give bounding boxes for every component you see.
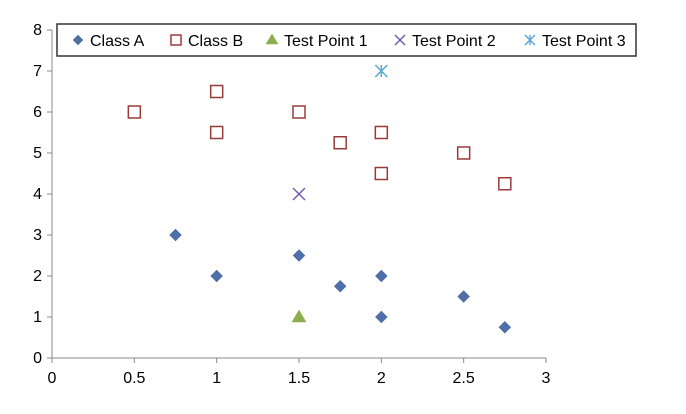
data-point-class-a	[210, 269, 224, 283]
points-layer	[127, 64, 512, 334]
x-marker-stroke	[394, 34, 406, 46]
diamond-marker	[292, 249, 306, 262]
legend-marker	[170, 34, 182, 46]
square-marker	[170, 34, 182, 46]
legend-marker	[524, 34, 536, 46]
data-point-class-b	[374, 166, 389, 181]
data-point-test-point-3	[374, 64, 388, 78]
square-marker	[374, 125, 389, 140]
x-tick-label: 1	[212, 370, 221, 387]
y-tick-label: 0	[33, 350, 42, 367]
square-marker	[498, 177, 512, 191]
data-point-class-b	[333, 136, 347, 150]
x-tick-label: 0	[48, 370, 57, 387]
diamond-marker	[498, 320, 512, 334]
data-point-class-b	[292, 105, 306, 119]
y-tick-label: 4	[33, 186, 42, 203]
x-tick-label: 2.5	[453, 370, 475, 387]
square-marker	[127, 105, 142, 119]
legend-label: Test Point 2	[412, 33, 496, 50]
y-tick-label: 7	[33, 63, 42, 80]
y-tick-label: 2	[33, 268, 42, 285]
legend-marker	[265, 33, 279, 45]
legend-label: Test Point 3	[542, 33, 626, 50]
legend-marker	[72, 34, 84, 46]
diamond-marker	[374, 269, 388, 283]
diamond-marker	[457, 290, 471, 303]
data-point-class-a	[498, 320, 512, 334]
data-point-class-a	[169, 228, 182, 242]
x-tick-label: 0.5	[123, 370, 145, 387]
diamond-marker	[374, 310, 388, 324]
data-point-class-b	[209, 125, 224, 140]
x-tick-label: 3	[542, 370, 551, 387]
square-marker	[456, 146, 471, 160]
legend-marker	[394, 34, 406, 46]
diamond-marker	[333, 279, 347, 293]
data-point-class-a	[333, 279, 347, 293]
legend-label: Test Point 1	[284, 33, 368, 50]
data-point-class-b	[374, 125, 389, 140]
data-point-class-a	[292, 249, 306, 262]
square-marker	[292, 105, 306, 119]
square-marker	[333, 136, 347, 150]
square-marker	[209, 84, 224, 99]
y-tick-label: 1	[33, 309, 42, 326]
y-tick-label: 3	[33, 227, 42, 244]
data-point-class-a	[374, 310, 388, 324]
legend-label: Class B	[188, 33, 243, 50]
legend-item-test-point-1: Test Point 1	[265, 33, 368, 50]
triangle-marker	[265, 33, 279, 45]
triangle-marker	[291, 309, 307, 323]
diamond-marker	[169, 228, 182, 242]
data-point-class-a	[374, 269, 388, 283]
legend: Class A Class B Test Point 1 Test Point 2 Te…	[56, 23, 637, 57]
data-point-test-point-2	[292, 187, 306, 201]
legend-label: Class A	[90, 33, 145, 50]
y-tick-label: 5	[33, 145, 42, 162]
legend-box	[56, 23, 637, 57]
diamond-marker	[210, 269, 224, 283]
data-point-class-b	[127, 105, 142, 119]
y-tick-label: 6	[33, 104, 42, 121]
data-point-class-b	[456, 146, 471, 160]
legend-item-test-point-2: Test Point 2	[394, 33, 496, 50]
x-marker-stroke	[292, 187, 306, 201]
x-tick-label: 2	[377, 370, 386, 387]
data-point-class-b	[209, 84, 224, 99]
y-tick-label: 8	[33, 22, 42, 39]
diamond-marker	[72, 34, 84, 46]
square-marker	[374, 166, 389, 181]
data-point-class-b	[498, 177, 512, 191]
legend-item-test-point-3: Test Point 3	[524, 33, 626, 50]
legend-item-class-a: Class A	[72, 33, 145, 50]
legend-item-class-b: Class B	[170, 33, 243, 50]
square-marker	[209, 125, 224, 140]
data-point-class-a	[457, 290, 471, 303]
data-point-test-point-1	[291, 309, 307, 323]
x-tick-label: 1.5	[288, 370, 310, 387]
axes-layer: 0 1 2 3 4 5 6 7 8 0 0.5 1 1.5 2 2.5 3	[33, 22, 550, 387]
